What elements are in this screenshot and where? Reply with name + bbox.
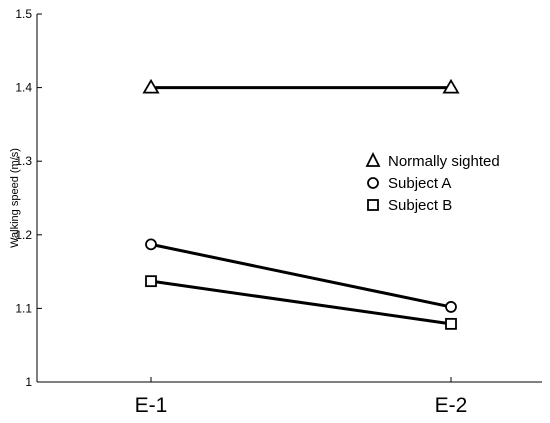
circle-data-point <box>145 238 157 251</box>
y-tick-label: 1.1 <box>15 301 32 315</box>
square-marker-icon <box>367 199 379 211</box>
triangle-data-point <box>142 78 160 94</box>
circle-marker-icon <box>367 177 379 189</box>
legend-item-subject-b: Subject B <box>367 197 452 214</box>
circle-data-point <box>445 301 457 313</box>
triangle-marker-icon <box>365 151 381 167</box>
square-data-point <box>145 275 157 288</box>
legend: Normally sighted Subject A Subject B <box>365 151 500 214</box>
series-line <box>150 242 452 309</box>
legend-label: Subject B <box>388 197 452 214</box>
x-tick-label: E-1 <box>135 394 168 417</box>
x-tick-label: E-2 <box>435 394 468 417</box>
y-ticks: 1 1.1 1.2 1.3 1.4 1.5 <box>15 7 42 389</box>
legend-label: Normally sighted <box>388 153 500 170</box>
legend-item-normally-sighted: Normally sighted <box>365 151 500 170</box>
series-lines <box>150 86 452 326</box>
x-ticks: E-1 E-2 <box>135 377 468 417</box>
series-line <box>150 279 452 326</box>
legend-label: Subject A <box>388 175 451 192</box>
y-axis-label: Walking speed (m/s) <box>9 148 21 248</box>
y-tick-label: 1.2 <box>15 228 32 242</box>
y-tick-label: 1.5 <box>15 7 32 21</box>
y-tick-label: 1.3 <box>15 154 32 168</box>
triangle-data-point <box>442 78 460 94</box>
square-data-point <box>445 317 457 330</box>
legend-item-subject-a: Subject A <box>367 175 451 192</box>
series-markers <box>142 78 460 330</box>
y-tick-label: 1.4 <box>15 81 32 95</box>
y-tick-label: 1 <box>25 375 32 389</box>
